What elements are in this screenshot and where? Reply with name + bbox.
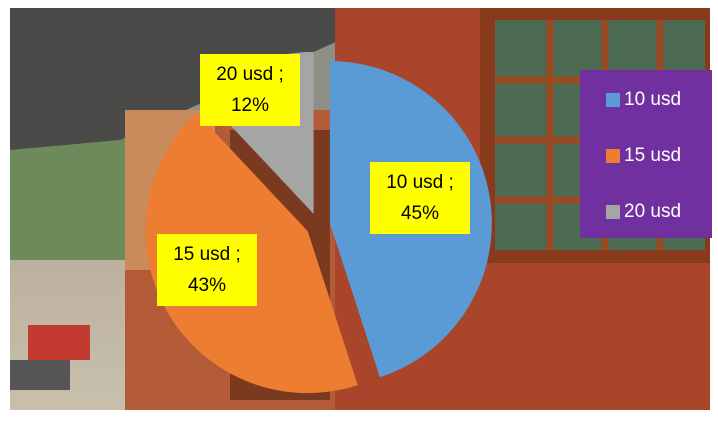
legend-label: 15 usd — [624, 145, 681, 166]
legend-label: 20 usd — [624, 201, 681, 222]
legend: 10 usd 15 usd 20 usd — [606, 89, 681, 222]
data-label-box — [157, 234, 257, 306]
data-label-box — [370, 162, 470, 234]
legend-swatch — [606, 149, 620, 163]
data-label-name: 20 usd ; — [216, 64, 284, 85]
data-label-value: 12% — [231, 95, 269, 116]
data-label-value: 43% — [188, 275, 226, 296]
legend-swatch — [606, 93, 620, 107]
data-label-box — [200, 54, 300, 126]
data-labels: 10 usd ; 45% 15 usd ; 43% 20 usd ; 12% — [157, 54, 470, 306]
legend-swatch — [606, 205, 620, 219]
data-label-value: 45% — [401, 203, 439, 224]
data-label-name: 10 usd ; — [386, 172, 454, 193]
legend-label: 10 usd — [624, 89, 681, 110]
data-label-name: 15 usd ; — [173, 244, 241, 265]
legend-box — [580, 70, 712, 238]
